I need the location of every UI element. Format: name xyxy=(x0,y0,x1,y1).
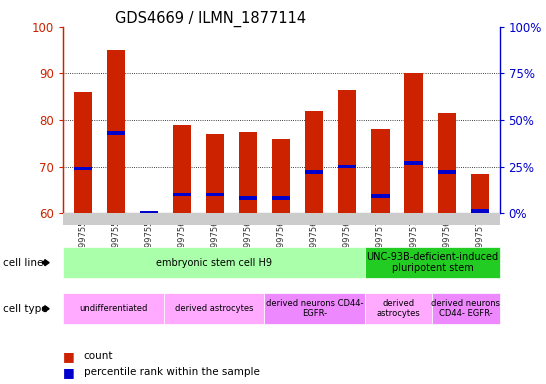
Bar xyxy=(437,113,456,213)
Bar xyxy=(272,196,290,200)
Text: percentile rank within the sample: percentile rank within the sample xyxy=(84,367,259,377)
Bar xyxy=(272,139,290,213)
Bar xyxy=(437,170,456,174)
Bar xyxy=(471,209,489,213)
Bar xyxy=(106,50,125,213)
Text: undifferentiated: undifferentiated xyxy=(79,304,147,313)
Bar xyxy=(140,211,158,215)
Bar xyxy=(371,129,389,213)
Text: ■: ■ xyxy=(63,350,75,363)
Text: GDS4669 / ILMN_1877114: GDS4669 / ILMN_1877114 xyxy=(115,11,306,27)
Bar xyxy=(74,167,92,170)
Bar xyxy=(471,174,489,213)
Bar xyxy=(305,111,323,213)
Bar xyxy=(239,196,257,200)
Bar xyxy=(206,193,224,196)
Bar xyxy=(305,170,323,174)
Text: UNC-93B-deficient-induced
pluripotent stem: UNC-93B-deficient-induced pluripotent st… xyxy=(366,252,498,273)
Text: ■: ■ xyxy=(63,366,75,379)
Bar xyxy=(173,193,191,196)
Text: count: count xyxy=(84,351,113,361)
Bar xyxy=(106,131,125,135)
Bar xyxy=(74,92,92,213)
Bar xyxy=(405,73,423,213)
Bar xyxy=(206,134,224,213)
Bar xyxy=(339,165,357,169)
Bar xyxy=(405,161,423,165)
Text: cell type: cell type xyxy=(3,304,48,314)
Bar xyxy=(239,132,257,213)
Text: derived
astrocytes: derived astrocytes xyxy=(377,299,420,318)
Bar xyxy=(339,90,357,213)
Bar xyxy=(371,194,389,198)
Text: embryonic stem cell H9: embryonic stem cell H9 xyxy=(156,258,272,268)
Text: derived astrocytes: derived astrocytes xyxy=(175,304,253,313)
Text: cell line: cell line xyxy=(3,258,43,268)
Bar xyxy=(173,125,191,213)
Text: derived neurons
CD44- EGFR-: derived neurons CD44- EGFR- xyxy=(431,299,501,318)
Text: derived neurons CD44-
EGFR-: derived neurons CD44- EGFR- xyxy=(266,299,364,318)
